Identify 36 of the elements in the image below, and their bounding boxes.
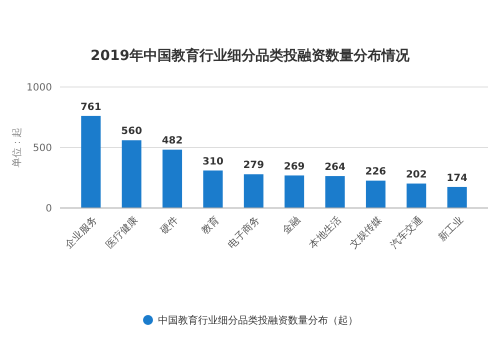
data-label: 279 [243, 160, 264, 172]
x-tick-label: 电子商务 [225, 214, 262, 251]
x-tick-label: 医疗健康 [103, 214, 140, 251]
bar [81, 116, 101, 208]
y-tick-label: 0 [46, 204, 52, 214]
x-tick-label: 文娱传媒 [348, 214, 384, 251]
x-tick-label: 本地生活 [306, 214, 344, 251]
bar [244, 174, 264, 208]
data-label: 761 [80, 102, 102, 113]
bar [325, 176, 345, 208]
y-tick-label: 1000 [26, 82, 52, 94]
data-label: 482 [162, 136, 183, 147]
y-tick-label: 500 [32, 143, 52, 154]
x-tick-label: 金融 [280, 214, 303, 237]
bar [122, 140, 142, 208]
x-tick-label: 新工业 [436, 214, 466, 244]
data-label: 264 [324, 162, 346, 174]
data-label: 269 [284, 161, 305, 172]
x-tick-label: 企业服务 [62, 214, 100, 251]
data-label: 202 [406, 170, 427, 181]
data-label: 226 [365, 166, 386, 178]
x-tick-label: 汽车交通 [388, 214, 425, 251]
bar [447, 186, 467, 208]
bar [406, 184, 426, 208]
legend-label: 中国教育行业细分品类投融资数量分布（起） [158, 314, 358, 326]
bar [366, 180, 386, 208]
bar [284, 175, 304, 208]
bar [203, 170, 223, 208]
data-label: 174 [446, 172, 468, 184]
y-axis-title: 单位：起 [11, 128, 23, 168]
x-tick-label: 硬件 [158, 214, 181, 237]
x-tick-label: 教育 [198, 214, 222, 237]
bar [162, 150, 182, 208]
data-label: 310 [202, 156, 224, 168]
chart-title: 2019年中国教育行业细分品类投融资数量分布情况 [90, 47, 410, 64]
data-label: 560 [121, 126, 142, 138]
